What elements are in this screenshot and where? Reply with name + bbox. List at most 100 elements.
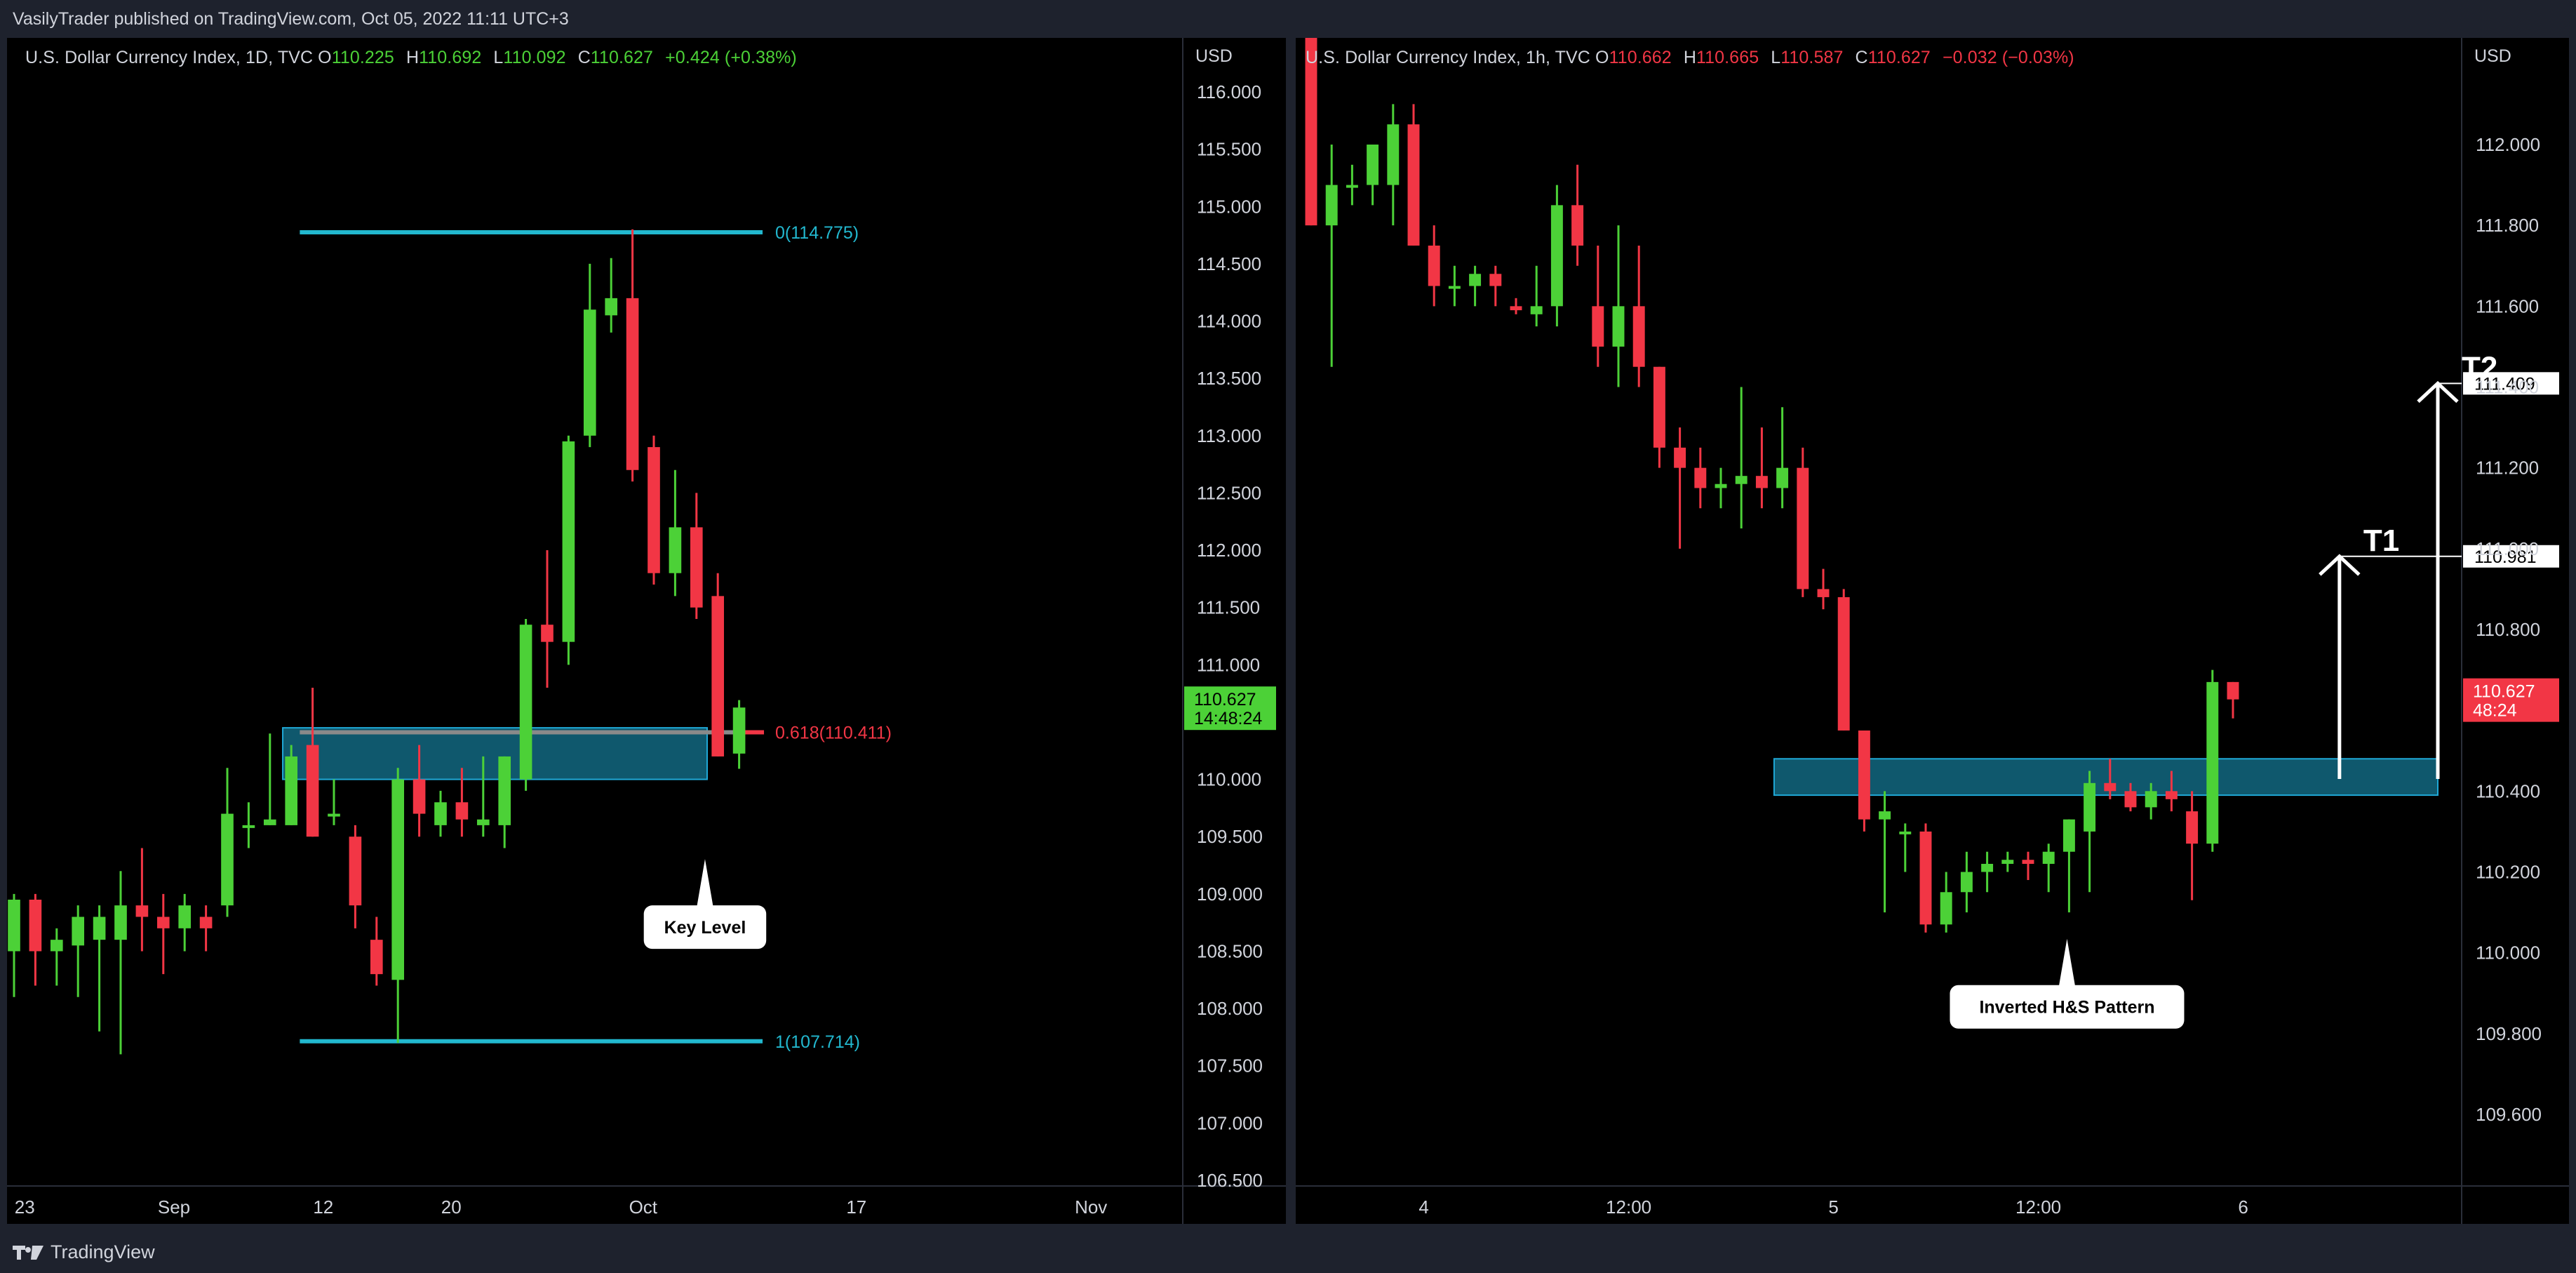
candle-body <box>1940 892 1952 925</box>
fib-level-label: 1(107.714) <box>775 1032 860 1052</box>
key-level-zone <box>282 727 709 780</box>
hourly-chart-panel[interactable]: T1 110.981 T2 111.409 Inverted H&S Pattern US… <box>1296 38 2569 1224</box>
target-price-label: 111.409 <box>2474 374 2535 394</box>
candle-body <box>498 756 511 825</box>
daily-chart-panel[interactable]: 0(114.775) 0.618(110.411) 1(107.714) Key Le… <box>7 38 1286 1224</box>
candle-body <box>1612 306 1625 347</box>
last-price-tag <box>1184 686 1276 731</box>
candle-body <box>1407 124 1420 246</box>
candle-body <box>156 917 170 928</box>
annotation-box <box>643 905 767 949</box>
time-tick-label: Sep <box>158 1197 190 1218</box>
candle-body <box>1510 306 1522 311</box>
brand-name: TradingView <box>51 1241 155 1262</box>
candle-body <box>178 905 192 928</box>
ohlc-open-label: O <box>1595 48 1609 67</box>
candle-body <box>562 441 575 642</box>
candle-body <box>391 779 405 980</box>
candle-body <box>1653 366 1665 448</box>
ohlc-low: 110.092 <box>503 48 566 67</box>
ohlc-low-label: L <box>1771 48 1781 67</box>
candle-body <box>8 900 20 952</box>
last-price-value: 110.627 <box>1194 690 1256 709</box>
candle-body <box>519 625 532 780</box>
price-tick-label: 114.500 <box>1197 253 1261 274</box>
time-tick-label: 12:00 <box>2015 1197 2061 1218</box>
candle-body <box>50 940 63 952</box>
price-tick-label: 111.500 <box>1197 597 1260 618</box>
price-tick-label: 107.500 <box>1197 1055 1263 1077</box>
candle-body <box>1305 38 1317 226</box>
time-tick-label: 20 <box>441 1197 462 1218</box>
target-price-tag <box>2463 545 2559 568</box>
candle-body <box>669 527 682 573</box>
price-tick-label: 110.000 <box>1197 769 1261 790</box>
candle-body <box>1858 730 1870 820</box>
price-tick-label: 114.000 <box>1197 311 1261 332</box>
candle-body <box>690 527 703 608</box>
candle-body <box>135 905 149 917</box>
candle-body <box>1530 306 1543 314</box>
ohlc-close-label: C <box>577 48 591 67</box>
time-tick-label: 4 <box>1418 1197 1428 1218</box>
candle-body <box>1797 467 1809 589</box>
price-tick-label: 107.000 <box>1197 1112 1263 1133</box>
candle-body <box>1367 145 1379 185</box>
candle-body <box>2145 791 2157 808</box>
candle-body <box>199 917 213 928</box>
candle-body <box>349 837 362 906</box>
daily-chart-canvas[interactable]: 0(114.775) 0.618(110.411) 1(107.714) Key Le… <box>7 38 1286 1224</box>
candle-body <box>328 813 340 817</box>
time-tick-label: Nov <box>1075 1197 1107 1218</box>
candle-body <box>1960 872 1973 893</box>
currency-label: USD <box>2474 46 2511 66</box>
price-tick-label: 109.500 <box>1197 826 1263 847</box>
price-tick-label: 115.000 <box>1197 196 1261 217</box>
candle-body <box>2022 860 2034 864</box>
candle-body <box>626 298 639 470</box>
candle-body <box>1448 286 1461 289</box>
publish-info: VasilyTrader published on TradingView.co… <box>13 9 569 29</box>
ohlc-high: 110.692 <box>419 48 482 67</box>
candle-body <box>242 825 255 828</box>
candle-body <box>605 298 618 316</box>
candle-body <box>29 900 42 952</box>
hourly-chart-legend: U.S. Dollar Currency Index, 1h, TVC O110… <box>1306 48 2074 68</box>
candle-body <box>455 802 469 820</box>
candle-body <box>2001 860 2014 864</box>
candle-body <box>648 447 660 573</box>
candle-body <box>1899 831 1912 834</box>
target-price-label: 110.981 <box>2474 547 2537 567</box>
fib-level-label: 0(114.775) <box>775 223 859 243</box>
candle-body <box>412 779 426 814</box>
target-arrow-head <box>2319 554 2361 576</box>
time-tick-label: 17 <box>846 1197 866 1218</box>
candle-body <box>1325 185 1338 226</box>
price-tick-label: 111.000 <box>2476 538 2539 559</box>
price-tick-label: 110.400 <box>2476 780 2540 801</box>
ohlc-low-label: L <box>493 48 504 67</box>
time-tick-label: 23 <box>15 1197 35 1218</box>
symbol-line: U.S. Dollar Currency Index, 1h, TVC <box>1306 48 1590 67</box>
candle-body <box>2062 819 2075 852</box>
price-tick-label: 108.000 <box>1197 998 1263 1019</box>
annotation-pointer <box>696 859 713 909</box>
annotation-box <box>1950 985 2185 1029</box>
time-tick-label: 5 <box>1828 1197 1838 1218</box>
candle-body <box>1776 467 1789 488</box>
price-tick-label: 111.400 <box>2476 377 2539 398</box>
candle-body <box>370 940 383 975</box>
candle-body <box>434 802 447 825</box>
bar-countdown: 48:24 <box>2473 701 2517 721</box>
price-tick-label: 106.500 <box>1197 1170 1263 1191</box>
price-tick-label: 113.000 <box>1197 425 1261 446</box>
candle-body <box>1817 589 1830 597</box>
price-tick-label: 115.500 <box>1197 139 1261 160</box>
candle-body <box>1571 205 1584 246</box>
candle-body <box>1735 476 1747 484</box>
price-tick-label: 112.000 <box>2476 134 2540 155</box>
tradingview-logo-icon <box>13 1245 43 1260</box>
ohlc-change: −0.032 (−0.03%) <box>1942 48 2074 67</box>
candle-body <box>2206 681 2219 844</box>
